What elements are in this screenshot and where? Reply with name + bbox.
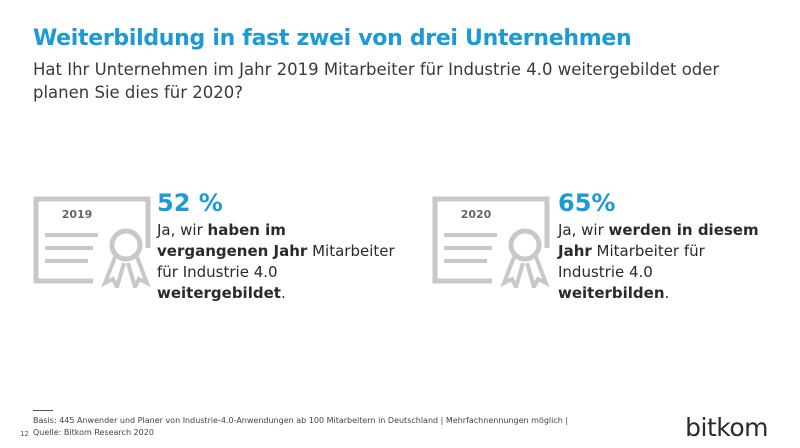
page-number: 12: [20, 430, 29, 438]
logo: bitkom: [685, 413, 768, 442]
text: .: [280, 284, 286, 302]
certificate-icon: 2019: [33, 196, 151, 288]
text: Ja, wir: [558, 221, 609, 239]
certificate-icon: 2020: [432, 196, 550, 288]
text: Mitarbeiter für Industrie 4.0: [157, 242, 395, 281]
stat-value: 52 %: [157, 189, 223, 217]
bold-text: werden in diesem Jahr: [558, 221, 759, 260]
text: Mitarbeiter für Industrie 4.0: [558, 242, 705, 281]
text: Ja, wir: [157, 221, 208, 239]
subtitle: Hat Ihr Unternehmen im Jahr 2019 Mitarbe…: [33, 60, 720, 102]
year-label: 2020: [461, 208, 492, 221]
text: .: [664, 284, 670, 302]
stat-text: Ja, wir haben im vergangenen Jahr Mitarb…: [157, 220, 397, 304]
footer-source: Quelle: Bitkom Research 2020: [33, 428, 154, 437]
stat-text: Ja, wir werden in diesem Jahr Mitarbeite…: [558, 220, 763, 304]
footer-basis: Basis: 445 Anwender und Planer von Indus…: [33, 416, 569, 425]
bold-text: haben im vergangenen Jahr: [157, 221, 308, 260]
bold-text: weitergebildet: [157, 284, 281, 302]
title: Weiterbildung in fast zwei von drei Unte…: [33, 26, 632, 51]
year-label: 2019: [62, 208, 93, 221]
stat-value: 65%: [558, 189, 616, 217]
bold-text: weiterbilden: [558, 284, 665, 302]
footer-rule: [33, 410, 53, 411]
